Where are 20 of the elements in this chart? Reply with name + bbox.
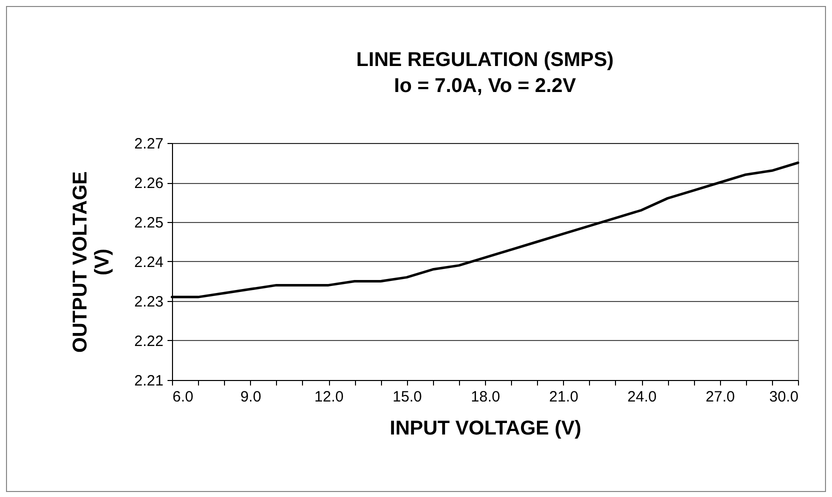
x-tick-label: 21.0	[549, 388, 578, 406]
chart-title: LINE REGULATION (SMPS)	[356, 49, 614, 71]
y-tick-label: 2.26	[134, 175, 164, 192]
x-tick-label: 30.0	[769, 388, 798, 406]
y-axis-title: OUTPUT VOLTAGE (V)	[69, 171, 114, 353]
x-tick-label: 24.0	[627, 388, 657, 406]
x-tick-label: 12.0	[314, 388, 344, 406]
y-tick-label: 2.27	[134, 136, 164, 152]
y-tick-label: 2.21	[134, 372, 164, 390]
x-tick-label: 27.0	[706, 388, 735, 406]
y-tick-label: 2.24	[134, 254, 164, 271]
y-tick-label: 2.23	[134, 294, 164, 310]
x-tick-label: 15.0	[392, 388, 422, 406]
y-tick-label: 2.22	[134, 333, 164, 350]
x-axis-title: INPUT VOLTAGE (V)	[390, 418, 582, 440]
chart-subtitle: Io = 7.0A, Vo = 2.2V	[394, 75, 577, 97]
y-tick-label: 2.25	[134, 214, 164, 232]
x-tick-label: 9.0	[240, 388, 262, 406]
x-tick-label: 18.0	[470, 388, 500, 406]
x-tick-label: 6.0	[172, 388, 194, 406]
